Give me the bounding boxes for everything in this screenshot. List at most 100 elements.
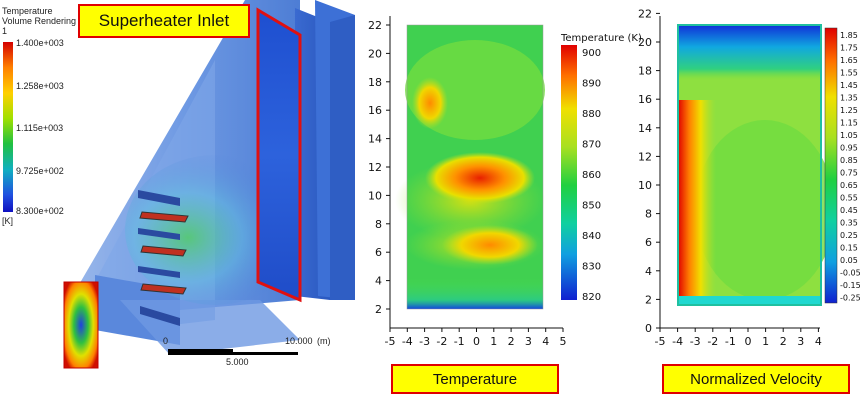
temperature-contour-plot: -5 -4 -3 -2 -1 0 1 2 3 4 5246810121416182022900890…: [368, 16, 601, 348]
y-tick-label: 16: [638, 93, 652, 106]
y-tick-label: 16: [368, 104, 382, 117]
colorbar-tick-label: 1.45: [840, 81, 858, 90]
legend-colorbar: [3, 42, 13, 212]
colorbar-tick-label: -0.25: [840, 294, 861, 303]
superheater-inlet-callout: Superheater Inlet: [78, 4, 250, 38]
y-tick-label: 18: [638, 65, 652, 78]
y-tick-label: 2: [375, 303, 382, 316]
colorbar-tick-label: 0.45: [840, 206, 858, 215]
x-tick-label: -4: [672, 335, 683, 348]
x-tick-label: -3: [419, 335, 430, 348]
x-tick-label: -3: [690, 335, 701, 348]
x-tick-label: 4: [542, 335, 549, 348]
legend-tick: 1.400e+003: [16, 38, 64, 48]
velocity-caption: Normalized Velocity: [662, 364, 850, 394]
velocity-caption-text: Normalized Velocity: [690, 370, 822, 388]
legend-tick: 8.300e+002: [16, 206, 64, 216]
x-tick-label: 1: [762, 335, 769, 348]
colorbar-tick-label: 870: [582, 140, 601, 151]
colorbar-tick-label: 840: [582, 231, 601, 242]
y-tick-label: 6: [645, 236, 652, 249]
y-tick-label: 12: [368, 161, 382, 174]
x-tick-label: 5: [560, 335, 567, 348]
x-tick-label: -4: [402, 335, 413, 348]
x-tick-label: -1: [725, 335, 736, 348]
temperature-caption-text: Temperature: [432, 370, 518, 388]
volume-rendering-panel: Temperature Volume Rendering 1 1.400e+00…: [0, 0, 360, 400]
scale-mid: 5.000: [226, 357, 249, 367]
velocity-contour-plot: -5 -4 -3 -2 -1 0 1 2 3 402468101214161820221.851.…: [638, 7, 861, 348]
colorbar-tick-label: 0.85: [840, 156, 858, 165]
x-tick-label: 0: [745, 335, 752, 348]
x-tick-label: 2: [780, 335, 787, 348]
colorbar-tick-label: 0.95: [840, 144, 858, 153]
y-tick-label: 10: [368, 189, 382, 202]
colorbar-tick-label: 0.35: [840, 219, 858, 228]
colorbar-tick-label: 1.85: [840, 31, 858, 40]
colorbar-tick-label: 1.65: [840, 56, 858, 65]
y-tick-label: 18: [368, 76, 382, 89]
colorbar-tick-label: 0.15: [840, 244, 858, 253]
boiler-geometry: [63, 0, 355, 369]
colorbar-tick-label: 0.55: [840, 194, 858, 203]
colorbar-tick-label: 1.75: [840, 44, 858, 53]
y-tick-label: 4: [375, 275, 382, 288]
y-tick-label: 10: [638, 179, 652, 192]
colorbar-tick-label: 820: [582, 292, 601, 303]
temperature-colorbar-title: Temperature (K): [561, 33, 642, 44]
legend-unit: [K]: [2, 216, 14, 226]
x-tick-label: -2: [707, 335, 718, 348]
y-tick-label: 8: [645, 208, 652, 221]
colorbar-tick-label: 860: [582, 170, 601, 181]
y-tick-label: 4: [645, 265, 652, 278]
colorbar-tick-label: 900: [582, 48, 601, 59]
legend-tick: 1.115e+003: [16, 123, 64, 133]
colorbar-tick-label: 0.65: [840, 181, 858, 190]
x-tick-label: 4: [815, 335, 822, 348]
y-tick-label: 20: [368, 47, 382, 60]
colorbar-tick-label: 880: [582, 109, 601, 120]
temperature-legend: Temperature Volume Rendering 1 1.400e+00…: [0, 0, 80, 230]
colorbar-tick-label: 0.05: [840, 256, 858, 265]
colorbar-tick-label: 1.05: [840, 131, 858, 140]
y-tick-label: 22: [638, 7, 652, 20]
x-tick-label: 1: [490, 335, 497, 348]
y-tick-label: 20: [638, 36, 652, 49]
colorbar-tick-label: -0.15: [840, 281, 861, 290]
y-tick-label: 2: [645, 293, 652, 306]
y-tick-label: 6: [375, 246, 382, 259]
colorbar-tick-label: 1.25: [840, 106, 858, 115]
x-tick-label: -5: [385, 335, 396, 348]
colorbar-tick-label: 830: [582, 262, 601, 273]
legend-title: Temperature: [2, 6, 53, 16]
callout-text: Superheater Inlet: [98, 11, 230, 30]
colorbar-tick-label: 0.25: [840, 231, 858, 240]
colorbar-tick-label: 850: [582, 201, 601, 212]
x-tick-label: 0: [473, 335, 480, 348]
x-tick-label: -1: [454, 335, 465, 348]
y-tick-label: 14: [638, 122, 652, 135]
scale-unit: (m): [317, 336, 331, 346]
x-tick-label: -2: [436, 335, 447, 348]
scale-major: 10.000: [285, 336, 313, 346]
x-tick-label: 3: [525, 335, 532, 348]
x-tick-label: 3: [797, 335, 804, 348]
legend-tick: 9.725e+002: [16, 166, 64, 176]
colorbar-tick-label: -0.05: [840, 269, 861, 278]
y-tick-label: 22: [368, 19, 382, 32]
colorbar-tick-label: 1.55: [840, 69, 858, 78]
colorbar-tick-label: 1.15: [840, 119, 858, 128]
y-tick-label: 8: [375, 218, 382, 231]
x-tick-label: -5: [655, 335, 666, 348]
temperature-caption: Temperature: [391, 364, 559, 394]
colorbar-tick-label: 890: [582, 79, 601, 90]
scale-zero: 0: [163, 336, 169, 346]
legend-tick: 1.258e+003: [16, 81, 64, 91]
x-tick-label: 2: [508, 335, 515, 348]
colorbar-tick-label: 0.75: [840, 169, 858, 178]
y-tick-label: 12: [638, 150, 652, 163]
legend-subtitle: Volume Rendering 1: [2, 16, 77, 36]
y-tick-label: 0: [645, 322, 652, 335]
colorbar-tick-label: 1.35: [840, 94, 858, 103]
y-tick-label: 14: [368, 133, 382, 146]
